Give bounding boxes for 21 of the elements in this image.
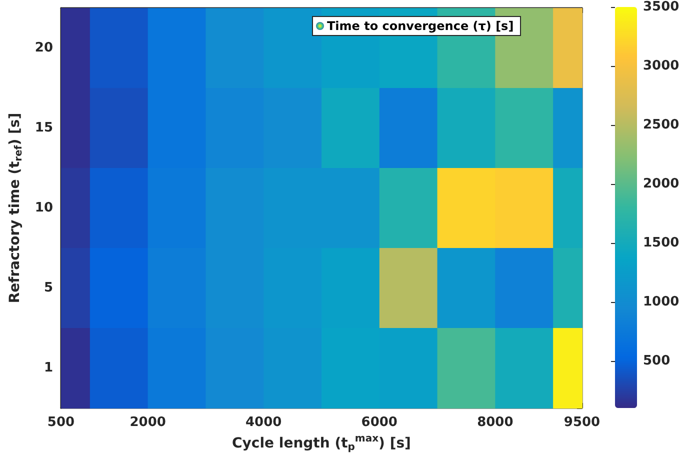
x-tick-label: 2000 bbox=[130, 415, 166, 430]
color-bar-label: 1000 bbox=[643, 294, 680, 310]
y-tick-label: 15 bbox=[34, 120, 53, 136]
color-bar-title: Time to convergence (τ) [s] bbox=[327, 19, 514, 33]
y-tick-label: 5 bbox=[44, 280, 53, 296]
x-tick-label: 9500 bbox=[564, 415, 600, 430]
color-bar-label: 500 bbox=[643, 353, 670, 368]
color-bar-label: 2000 bbox=[643, 176, 680, 192]
color-bar-label: 3000 bbox=[643, 58, 680, 74]
y-tick-label: 10 bbox=[34, 200, 53, 216]
x-tick-label: 500 bbox=[47, 415, 75, 430]
color-bar-label: 1500 bbox=[643, 235, 680, 250]
y-tick-label: 1 bbox=[44, 360, 53, 376]
y-axis-title: Refractory time (tref) [s] bbox=[7, 112, 24, 304]
color-bar-label: 3500 bbox=[643, 0, 680, 14]
color-bar-label: 2500 bbox=[643, 117, 680, 132]
x-tick-label: 4000 bbox=[246, 415, 282, 430]
y-tick-label: 20 bbox=[34, 40, 53, 56]
x-tick-label: 8000 bbox=[477, 415, 514, 430]
x-tick-label: 6000 bbox=[361, 415, 398, 430]
label-box: Time to convergence (τ) [s] bbox=[312, 16, 521, 36]
